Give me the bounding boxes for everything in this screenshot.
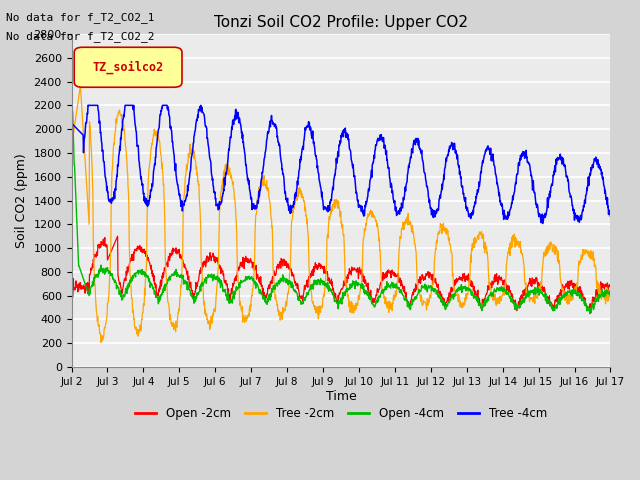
Tree -4cm — [495, 190, 503, 195]
Open -4cm — [586, 311, 594, 316]
Open -4cm — [188, 293, 196, 299]
Tree -4cm — [84, 102, 92, 108]
Open -4cm — [175, 273, 182, 279]
Open -4cm — [607, 290, 614, 296]
Tree -4cm — [248, 206, 256, 212]
Tree -2cm — [175, 308, 183, 314]
Open -2cm — [425, 271, 433, 277]
Line: Tree -2cm: Tree -2cm — [72, 87, 611, 343]
Tree -4cm — [68, 120, 76, 126]
Open -4cm — [248, 275, 256, 280]
Open -2cm — [513, 308, 521, 313]
Open -4cm — [68, 269, 76, 275]
FancyBboxPatch shape — [74, 47, 182, 87]
Text: No data for f_T2_CO2_1: No data for f_T2_CO2_1 — [6, 12, 155, 23]
Tree -4cm — [543, 204, 551, 210]
Legend: Open -2cm, Tree -2cm, Open -4cm, Tree -4cm: Open -2cm, Tree -2cm, Open -4cm, Tree -4… — [131, 402, 552, 424]
Title: Tonzi Soil CO2 Profile: Upper CO2: Tonzi Soil CO2 Profile: Upper CO2 — [214, 15, 468, 30]
Open -2cm — [68, 287, 76, 293]
Tree -2cm — [543, 251, 551, 257]
Tree -2cm — [68, 144, 76, 150]
Open -4cm — [495, 288, 503, 293]
Open -4cm — [68, 108, 76, 114]
Tree -2cm — [97, 340, 105, 346]
Open -2cm — [607, 281, 614, 287]
Tree -4cm — [175, 188, 182, 193]
Open -2cm — [188, 288, 196, 294]
Tree -4cm — [188, 153, 196, 159]
Tree -2cm — [607, 292, 614, 298]
Open -2cm — [543, 294, 551, 300]
Line: Open -2cm: Open -2cm — [72, 236, 611, 311]
Tree -2cm — [496, 300, 504, 306]
X-axis label: Time: Time — [326, 390, 356, 403]
Open -2cm — [175, 249, 182, 255]
Open -2cm — [114, 233, 122, 239]
Text: TZ_soilco2: TZ_soilco2 — [93, 60, 164, 74]
Tree -4cm — [539, 221, 547, 227]
Tree -4cm — [425, 195, 433, 201]
Open -4cm — [543, 296, 550, 302]
Line: Tree -4cm: Tree -4cm — [72, 105, 611, 224]
Open -2cm — [248, 259, 256, 265]
Y-axis label: Soil CO2 (ppm): Soil CO2 (ppm) — [15, 153, 28, 248]
Open -4cm — [425, 284, 433, 289]
Text: No data for f_T2_CO2_2: No data for f_T2_CO2_2 — [6, 31, 155, 42]
Tree -2cm — [248, 286, 256, 292]
Tree -4cm — [607, 213, 614, 219]
Line: Open -4cm: Open -4cm — [72, 111, 611, 313]
Open -2cm — [495, 273, 503, 279]
Tree -2cm — [188, 151, 196, 156]
Tree -2cm — [76, 84, 84, 90]
Tree -2cm — [426, 300, 433, 305]
